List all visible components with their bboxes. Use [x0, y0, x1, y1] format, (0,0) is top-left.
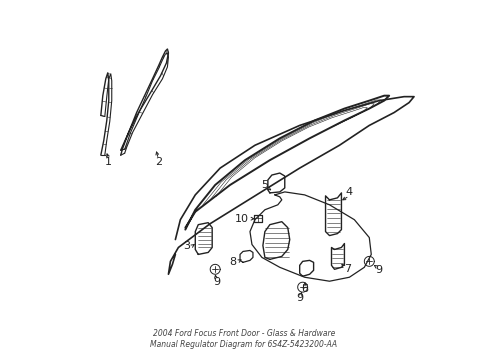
Text: 4: 4	[345, 187, 352, 197]
Text: 3: 3	[183, 242, 189, 252]
Text: 9: 9	[296, 293, 303, 303]
Text: 7: 7	[343, 264, 350, 274]
Text: 2004 Ford Focus Front Door - Glass & Hardware
Manual Regulator Diagram for 6S4Z-: 2004 Ford Focus Front Door - Glass & Har…	[150, 329, 337, 349]
Text: 8: 8	[229, 257, 236, 267]
Text: 2: 2	[155, 157, 162, 167]
Text: 9: 9	[213, 277, 220, 287]
Text: 9: 9	[375, 265, 382, 275]
Text: 1: 1	[105, 157, 112, 167]
Text: 10: 10	[235, 214, 248, 224]
Text: 5: 5	[261, 180, 268, 190]
Text: 6: 6	[301, 284, 307, 294]
